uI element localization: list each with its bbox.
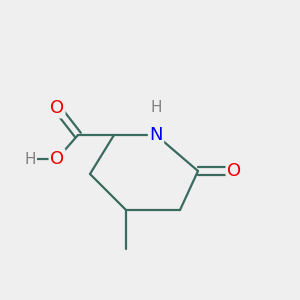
Text: O: O [50, 150, 64, 168]
Text: H: H [150, 100, 162, 116]
Text: N: N [149, 126, 163, 144]
Text: H: H [24, 152, 36, 166]
Text: O: O [50, 99, 64, 117]
Text: O: O [227, 162, 241, 180]
